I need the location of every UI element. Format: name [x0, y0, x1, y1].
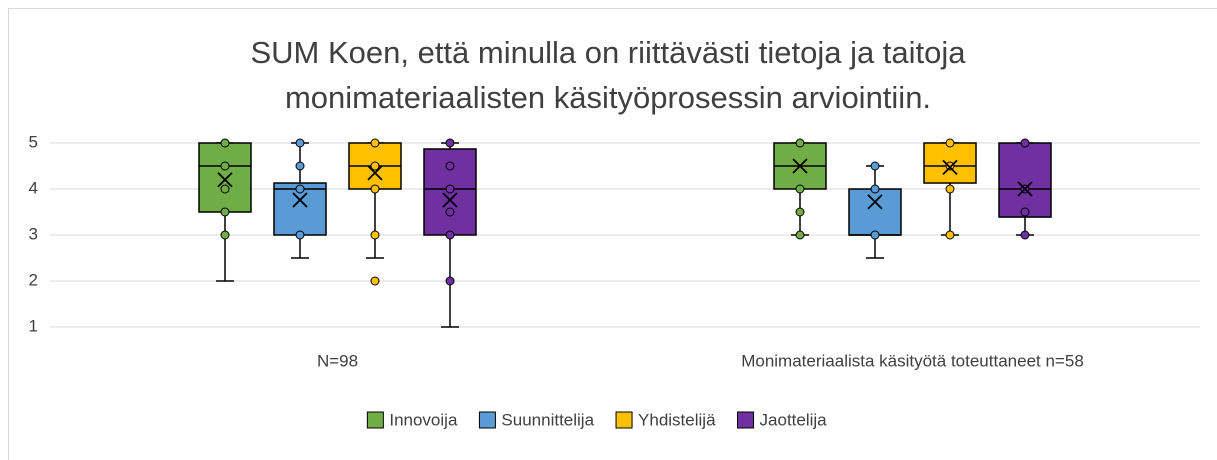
data-point: [1020, 207, 1030, 217]
data-point: [1020, 138, 1030, 148]
data-point: [870, 184, 880, 194]
data-point: [445, 207, 455, 217]
mean-marker: [292, 192, 308, 208]
chart-frame: [8, 8, 1217, 460]
data-point: [445, 184, 455, 194]
mean-marker: [792, 158, 808, 174]
data-point: [220, 138, 230, 148]
box: [998, 142, 1052, 218]
data-point: [445, 230, 455, 240]
data-point: [945, 184, 955, 194]
y-tick-label: 4: [29, 178, 38, 197]
data-point: [295, 230, 305, 240]
data-point: [220, 207, 230, 217]
data-point: [945, 161, 955, 171]
data-point: [370, 184, 380, 194]
data-point: [370, 138, 380, 148]
legend-swatch: [615, 411, 633, 429]
data-point: [370, 276, 380, 286]
y-tick-label: 2: [29, 270, 38, 289]
data-point: [445, 138, 455, 148]
y-tick-label: 5: [29, 132, 38, 151]
mean-marker: [867, 194, 883, 210]
data-point: [220, 230, 230, 240]
data-point: [795, 184, 805, 194]
data-point: [370, 230, 380, 240]
x-tick-label: N=98: [317, 351, 358, 370]
y-tick-label: 1: [29, 316, 38, 335]
data-point: [870, 230, 880, 240]
mean-marker: [217, 172, 233, 188]
legend-swatch: [737, 411, 755, 429]
data-point: [445, 276, 455, 286]
data-point: [220, 184, 230, 194]
legend-label: Jaottelija: [760, 410, 828, 429]
data-point: [870, 161, 880, 171]
data-point: [1020, 230, 1030, 240]
y-tick-label: 3: [29, 224, 38, 243]
mean-marker: [942, 159, 958, 176]
chart-title: SUM Koen, että minulla on riittävästi ti…: [250, 35, 966, 115]
data-point: [795, 230, 805, 240]
data-point: [220, 161, 230, 171]
data-point: [295, 138, 305, 148]
data-point: [795, 138, 805, 148]
mean-marker: [367, 165, 383, 181]
data-point: [945, 138, 955, 148]
legend-swatch: [366, 411, 384, 429]
box: [848, 188, 902, 236]
box: [198, 142, 252, 213]
legend-label: Suunnittelija: [501, 410, 594, 429]
data-point: [295, 161, 305, 171]
data-point: [445, 161, 455, 171]
mean-marker: [442, 192, 458, 208]
data-point: [945, 230, 955, 240]
mean-marker: [1017, 181, 1033, 197]
data-point: [295, 184, 305, 194]
legend-label: Innovoija: [389, 410, 458, 429]
legend-label: Yhdistelijä: [638, 410, 716, 429]
legend-swatch: [478, 411, 496, 429]
data-point: [370, 161, 380, 171]
x-tick-label: Monimateriaalista käsityötä toteuttaneet…: [741, 351, 1084, 370]
data-point: [795, 207, 805, 217]
